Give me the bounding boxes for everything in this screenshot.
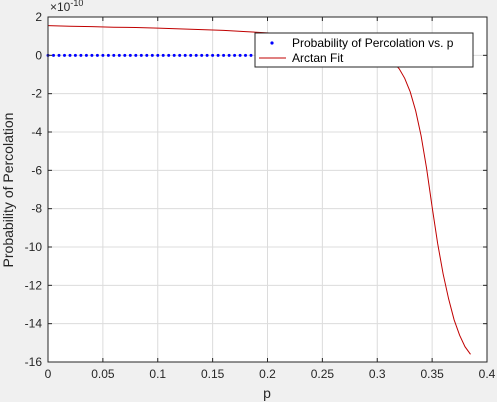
- y-tick-label: 0: [35, 48, 42, 62]
- probability-point: [178, 53, 182, 57]
- probability-point: [95, 53, 99, 57]
- probability-point: [84, 53, 88, 57]
- probability-point: [216, 53, 220, 57]
- y-tick-label: -8: [31, 202, 42, 216]
- probability-point: [57, 53, 61, 57]
- x-tick-label: 0.35: [420, 367, 444, 381]
- y-axis-label: Probability of Percolation: [0, 113, 16, 268]
- probability-point: [172, 53, 176, 57]
- x-tick-label: 0.05: [91, 367, 115, 381]
- y-tick-label: -4: [31, 125, 42, 139]
- probability-point: [233, 53, 237, 57]
- probability-point: [101, 53, 105, 57]
- probability-point: [183, 53, 187, 57]
- y-tick-labels: 2 0 -2 -4 -6 -8 -10 -12 -14 -16: [25, 10, 43, 369]
- probability-point: [205, 53, 209, 57]
- probability-point: [150, 53, 154, 57]
- legend-label-fit: Arctan Fit: [292, 51, 344, 65]
- probability-point: [117, 53, 121, 57]
- probability-point: [106, 53, 110, 57]
- x-tick-labels: 0 0.05 0.1 0.15 0.2 0.25 0.3 0.35 0.4: [45, 367, 496, 381]
- probability-point: [128, 53, 132, 57]
- probability-point: [238, 53, 242, 57]
- probability-point: [194, 53, 198, 57]
- x-tick-label: 0: [45, 367, 52, 381]
- y-tick-label: 2: [35, 10, 42, 24]
- probability-point: [249, 53, 253, 57]
- probability-point: [189, 53, 193, 57]
- axis-ticks: [47, 16, 488, 363]
- probability-point: [52, 53, 55, 57]
- probability-point: [244, 53, 247, 57]
- probability-point: [222, 53, 226, 57]
- y-scale-exponent: ×10-10: [50, 0, 83, 14]
- x-axis-label: p: [263, 385, 271, 401]
- probability-point: [156, 53, 160, 57]
- x-tick-label: 0.2: [259, 367, 276, 381]
- legend: Probability of Percolation vs. p Arctan …: [254, 32, 474, 68]
- probability-point: [211, 53, 215, 57]
- y-tick-label: -12: [25, 278, 43, 292]
- probability-point: [79, 53, 83, 57]
- probability-point: [161, 53, 165, 57]
- probability-point: [145, 53, 149, 57]
- x-tick-label: 0.1: [149, 367, 166, 381]
- probability-point: [227, 53, 231, 57]
- legend-marker-points: [270, 41, 274, 45]
- probability-point: [123, 53, 127, 57]
- y-tick-label: -16: [25, 355, 43, 369]
- legend-box: [254, 32, 474, 68]
- probability-point: [167, 53, 171, 57]
- probability-point: [63, 53, 66, 57]
- probability-point: [112, 53, 116, 57]
- probability-point: [90, 53, 94, 57]
- y-tick-label: -10: [25, 240, 43, 254]
- y-tick-label: -2: [31, 87, 42, 101]
- x-tick-label: 0.3: [369, 367, 386, 381]
- legend-label-points: Probability of Percolation vs. p: [292, 36, 454, 50]
- y-tick-label: -6: [31, 163, 42, 177]
- probability-point: [134, 53, 138, 57]
- probability-point: [73, 53, 77, 57]
- probability-point: [200, 53, 204, 57]
- x-tick-label: 0.4: [479, 367, 496, 381]
- x-tick-label: 0.15: [201, 367, 225, 381]
- probability-point: [139, 53, 143, 57]
- probability-point: [68, 53, 72, 57]
- x-tick-label: 0.25: [311, 367, 335, 381]
- y-tick-label: -14: [25, 317, 43, 331]
